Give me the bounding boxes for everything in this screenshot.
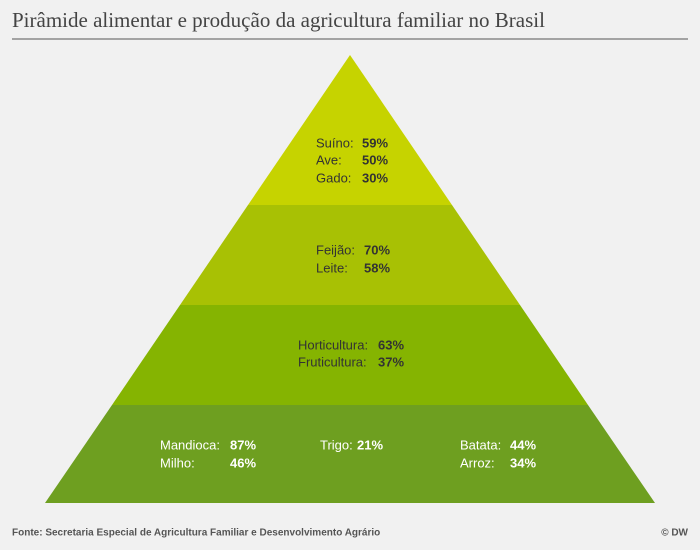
item-label: Ave:: [316, 152, 342, 167]
item-label: Fruticultura:: [298, 354, 367, 369]
tier-labels: Suíno: 59% Ave: 50% Gado: 30% Feijão: 70% Leite:…: [160, 135, 536, 470]
item-value: 70%: [364, 242, 390, 257]
item-label: Gado:: [316, 170, 351, 185]
source: Fonte: Secretaria Especial de Agricultur…: [12, 528, 380, 539]
item-label: Milho:: [160, 455, 195, 470]
item-value: 30%: [362, 170, 388, 185]
item-label: Trigo:: [320, 437, 353, 452]
item-label: Leite:: [316, 260, 348, 275]
item-label: Feijão:: [316, 242, 355, 257]
item-label: Suíno:: [316, 135, 354, 150]
credit: © DW: [661, 528, 688, 539]
tier-4: [45, 405, 655, 503]
title: Pirâmide alimentar e produção da agricul…: [12, 8, 545, 32]
item-value: 87%: [230, 437, 256, 452]
tier-1: [248, 55, 452, 205]
item-label: Arroz:: [460, 455, 495, 470]
tier-3: [112, 305, 588, 405]
item-label: Mandioca:: [160, 437, 220, 452]
item-value: 37%: [378, 354, 404, 369]
item-label: Horticultura:: [298, 337, 368, 352]
item-value: 50%: [362, 152, 388, 167]
item-value: 21%: [357, 437, 383, 452]
item-value: 44%: [510, 437, 536, 452]
item-value: 46%: [230, 455, 256, 470]
tier-2: [180, 205, 520, 305]
item-value: 59%: [362, 135, 388, 150]
item-value: 63%: [378, 337, 404, 352]
item-label: Batata:: [460, 437, 501, 452]
item-value: 58%: [364, 260, 390, 275]
item-value: 34%: [510, 455, 536, 470]
